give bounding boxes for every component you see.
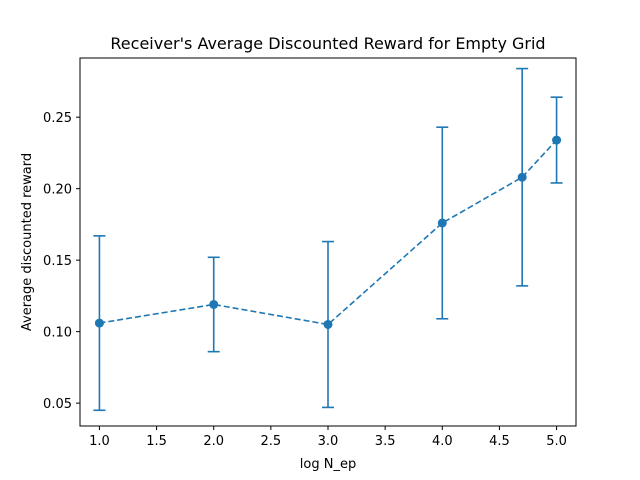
y-axis: 0.05 0.10 0.15 0.20 0.25 <box>43 111 80 412</box>
series-line <box>99 139 558 326</box>
plot-area <box>93 67 563 412</box>
chart-title: Receiver's Average Discounted Reward for… <box>110 34 545 53</box>
x-tick-label: 1.0 <box>89 434 110 449</box>
x-axis: 1.0 1.5 2.0 2.5 3.0 3.5 4.0 4.5 5.0 <box>89 426 567 449</box>
y-tick-label: 0.15 <box>43 254 72 269</box>
y-axis-label: Average discounted reward <box>20 153 35 331</box>
x-tick-label: 4.5 <box>489 434 510 449</box>
x-tick-label: 2.0 <box>203 434 224 449</box>
x-tick-label: 2.5 <box>261 434 282 449</box>
y-tick-label: 0.05 <box>43 397 72 412</box>
y-tick-label: 0.20 <box>43 183 72 198</box>
data-point <box>517 172 527 182</box>
x-tick-label: 3.0 <box>318 434 339 449</box>
x-tick-label: 3.5 <box>375 434 396 449</box>
plot-frame <box>79 57 577 427</box>
x-tick-label: 4.0 <box>432 434 453 449</box>
data-point <box>552 135 562 145</box>
x-axis-label: log N_ep <box>300 457 356 472</box>
data-point <box>323 319 333 329</box>
data-point <box>437 218 447 228</box>
data-point <box>209 299 219 309</box>
y-tick-label: 0.25 <box>43 111 72 126</box>
x-tick-label: 5.0 <box>546 434 567 449</box>
data-point <box>94 318 104 328</box>
x-tick-label: 1.5 <box>146 434 167 449</box>
y-tick-label: 0.10 <box>43 326 72 341</box>
